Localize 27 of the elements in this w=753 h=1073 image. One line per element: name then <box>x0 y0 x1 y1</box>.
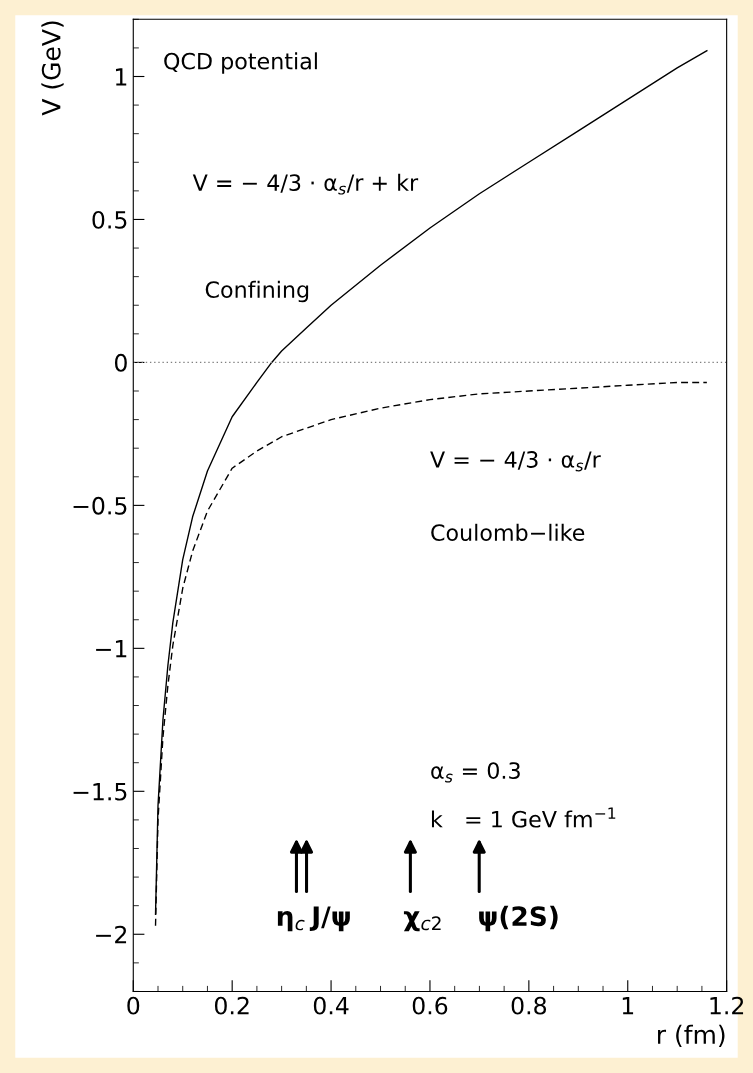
x-tick-label: 0.2 <box>214 996 249 1015</box>
annotation: χ$_{c2}$ <box>403 911 441 932</box>
annotation: QCD potential <box>164 52 317 74</box>
y-tick-label: 1 <box>115 68 127 86</box>
annotation: V = − 4/3 · α$_{s}$/r <box>430 451 601 472</box>
x-tick-label: 0.8 <box>511 996 547 1015</box>
x-tick-label: 0.4 <box>313 996 349 1015</box>
x-tick-label: 1.2 <box>710 996 744 1015</box>
y-tick-label: −0.5 <box>73 496 127 515</box>
y-axis-title: V (GeV) <box>41 21 64 116</box>
annotation: η$_{c}$ <box>277 910 305 932</box>
x-tick-label: 1 <box>622 997 634 1015</box>
y-tick-label: −1 <box>96 640 127 658</box>
y-tick-label: −1.5 <box>73 783 127 801</box>
x-tick-label: 0.6 <box>412 996 448 1015</box>
y-tick-label: −2 <box>96 925 127 944</box>
x-tick-label: 0 <box>127 996 140 1015</box>
annotation: Confining <box>205 280 309 303</box>
annotation: k = 1 GeV fm$^{−1}$ <box>431 807 616 828</box>
y-tick-label: 0 <box>114 353 127 372</box>
annotation: ψ(2S) <box>479 905 558 932</box>
annotation: V = − 4/3 · α$_{s}$/r + kr <box>192 173 419 195</box>
annotation: J/ψ <box>309 906 350 932</box>
annotation: Coulomb−like <box>431 523 585 541</box>
annotation: α$_{s}$ = 0.3 <box>431 762 520 783</box>
x-axis-title: r (fm) <box>658 1024 725 1048</box>
y-tick-label: 0.5 <box>92 210 127 229</box>
